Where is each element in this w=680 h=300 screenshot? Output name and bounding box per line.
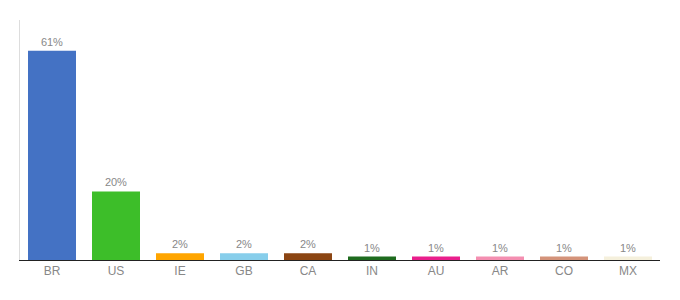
svg-text:US: US [108, 264, 125, 278]
svg-text:61%: 61% [41, 36, 63, 48]
svg-text:CA: CA [300, 264, 317, 278]
svg-text:MX: MX [619, 264, 637, 278]
svg-text:GB: GB [235, 264, 252, 278]
svg-text:BR: BR [44, 264, 61, 278]
svg-text:AR: AR [492, 264, 509, 278]
svg-text:CO: CO [555, 264, 573, 278]
svg-text:1%: 1% [620, 242, 636, 254]
svg-text:IE: IE [174, 264, 185, 278]
svg-text:1%: 1% [428, 242, 444, 254]
svg-text:2%: 2% [236, 238, 252, 250]
svg-text:IN: IN [366, 264, 378, 278]
svg-text:AU: AU [428, 264, 445, 278]
svg-text:1%: 1% [492, 242, 508, 254]
svg-text:1%: 1% [364, 242, 380, 254]
svg-text:1%: 1% [556, 242, 572, 254]
svg-text:20%: 20% [105, 176, 127, 188]
svg-text:2%: 2% [300, 238, 316, 250]
svg-text:2%: 2% [172, 238, 188, 250]
